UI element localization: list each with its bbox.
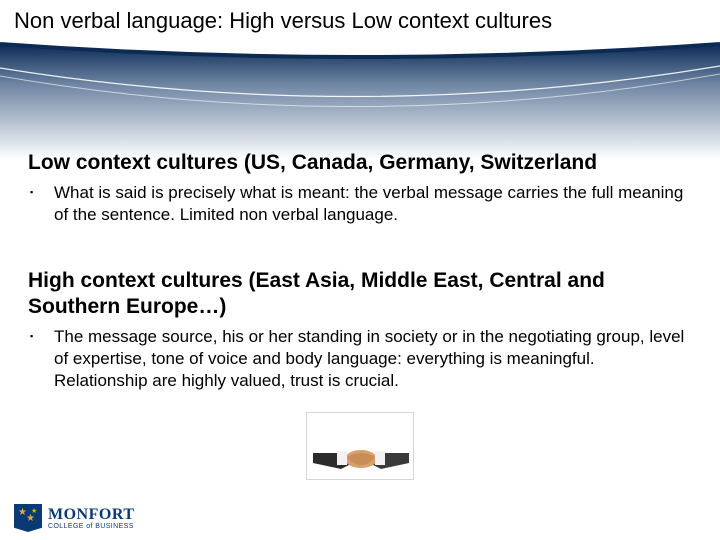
slide-title: Non verbal language: High versus Low con…	[14, 8, 706, 34]
section-heading-low-context: Low context cultures (US, Canada, German…	[28, 150, 692, 176]
bullet-text: What is said is precisely what is meant:…	[54, 182, 692, 226]
bullet-text: The message source, his or her standing …	[54, 326, 692, 391]
content-area: Low context cultures (US, Canada, German…	[28, 150, 692, 420]
title-bar: Non verbal language: High versus Low con…	[0, 0, 720, 40]
footer-logo: ★ ★ ★ MONFORT COLLEGE of BUSINESS	[14, 504, 134, 532]
logo-badge-icon: ★ ★ ★	[14, 504, 42, 532]
bullet-row: ▪ The message source, his or her standin…	[28, 326, 692, 391]
bullet-marker-icon: ▪	[28, 326, 54, 391]
section-heading-high-context: High context cultures (East Asia, Middle…	[28, 268, 692, 321]
header-swoosh	[0, 40, 720, 160]
logo-text: MONFORT COLLEGE of BUSINESS	[48, 507, 134, 530]
handshake-image	[306, 412, 414, 480]
bullet-row: ▪ What is said is precisely what is mean…	[28, 182, 692, 226]
handshake-icon	[307, 413, 414, 480]
star-icon: ★	[31, 507, 37, 515]
bullet-marker-icon: ▪	[28, 182, 54, 226]
logo-line1: MONFORT	[48, 507, 134, 523]
logo-line2: COLLEGE of BUSINESS	[48, 523, 134, 530]
handshake-image-wrap	[0, 412, 720, 480]
slide: Non verbal language: High versus Low con…	[0, 0, 720, 540]
spacer	[28, 254, 692, 268]
